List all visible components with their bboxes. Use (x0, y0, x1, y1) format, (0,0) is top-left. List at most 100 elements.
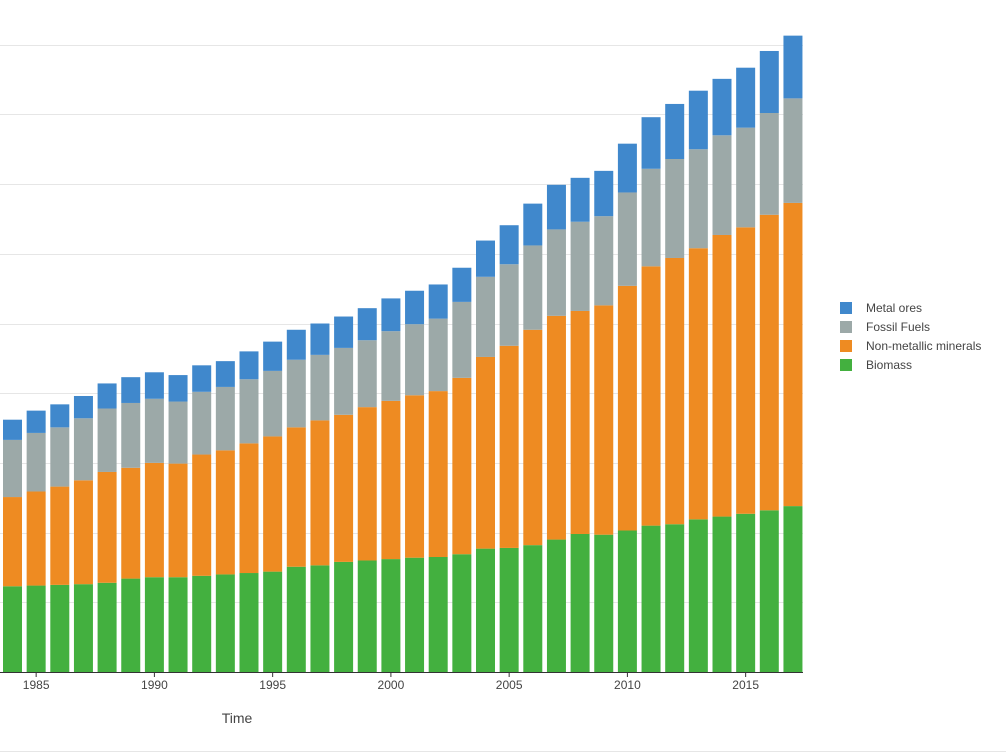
bar-segment-metal-ores (3, 419, 22, 440)
bar-segment-biomass (121, 578, 141, 672)
bar-segment-fossil-fuels (168, 401, 188, 464)
bar-segment-non-metallic-minerals (121, 467, 141, 579)
bar-segment-biomass (3, 586, 22, 672)
legend-swatch (840, 301, 852, 314)
bar-segment-fossil-fuels (688, 149, 708, 249)
bar-segment-non-metallic-minerals (476, 356, 495, 549)
bar-segment-metal-ores (405, 290, 425, 325)
bar-segment-non-metallic-minerals (570, 310, 590, 534)
legend-label: Metal ores (866, 300, 923, 315)
bar-segment-metal-ores (357, 308, 377, 341)
legend-swatch (840, 339, 852, 352)
bar-segment-biomass (263, 571, 283, 672)
bar-segment-metal-ores (215, 361, 235, 387)
legend-item-biomass[interactable]: Biomass (840, 355, 981, 374)
bar-segment-non-metallic-minerals (452, 377, 472, 555)
bar-segment-biomass (168, 577, 188, 672)
bar-segment-metal-ores (783, 35, 803, 99)
bar-segment-fossil-fuels (357, 340, 377, 408)
bar-segment-fossil-fuels (759, 113, 779, 215)
bar-segment-metal-ores (736, 67, 756, 128)
bar-segment-fossil-fuels (617, 192, 637, 286)
x-tick-label: 2005 (496, 678, 523, 692)
bar-segment-fossil-fuels (523, 245, 543, 330)
bar-segment-metal-ores (381, 298, 401, 332)
bar-segment-non-metallic-minerals (499, 345, 519, 548)
bar-segment-fossil-fuels (239, 379, 259, 444)
legend-swatch (840, 320, 852, 333)
x-axis-ticks: 1985 1990 1995 2000 2005 2010 2015 (23, 672, 759, 692)
bar-segment-non-metallic-minerals (50, 486, 70, 585)
bar-segment-fossil-fuels (263, 370, 283, 437)
bar-segment-metal-ores (476, 240, 495, 277)
bar-segment-metal-ores (334, 316, 354, 348)
bar-segment-biomass (688, 519, 708, 672)
bar-segment-metal-ores (546, 184, 566, 230)
bar-segment-fossil-fuels (499, 264, 519, 346)
bar-segment-non-metallic-minerals (286, 427, 306, 567)
bar-segment-fossil-fuels (476, 276, 495, 357)
bar-segment-non-metallic-minerals (73, 480, 93, 585)
legend-swatch (840, 358, 852, 371)
bar-segment-biomass (357, 560, 377, 672)
bar-segment-non-metallic-minerals (617, 285, 637, 531)
bar-segment-biomass (641, 525, 661, 672)
bar-segment-non-metallic-minerals (192, 454, 212, 576)
bar-segment-metal-ores (97, 383, 117, 409)
bar-segment-metal-ores (688, 90, 708, 150)
bar-segment-fossil-fuels (97, 408, 117, 472)
bar-segment-non-metallic-minerals (97, 471, 117, 583)
bar-segment-non-metallic-minerals (168, 463, 188, 578)
bar-segment-fossil-fuels (50, 427, 70, 487)
bar-segment-non-metallic-minerals (3, 497, 22, 587)
x-tick-label: 1990 (141, 678, 168, 692)
legend-label: Fossil Fuels (866, 319, 931, 334)
bar-segment-biomass (712, 516, 732, 672)
legend: Metal ores Fossil Fuels Non-metallic miner… (840, 298, 981, 374)
bar-segment-metal-ores (144, 372, 164, 399)
bar-segment-metal-ores (26, 410, 46, 433)
legend-item-fossil-fuels[interactable]: Fossil Fuels (840, 317, 981, 336)
bar-segment-biomass (594, 534, 614, 672)
bar-segment-fossil-fuels (736, 127, 756, 228)
bar-segment-biomass (381, 559, 401, 672)
bar-segment-non-metallic-minerals (428, 391, 448, 557)
bar-segment-metal-ores (665, 103, 685, 159)
bar-segment-biomass (759, 510, 779, 672)
bar-segment-metal-ores (168, 375, 188, 402)
bar-segment-metal-ores (452, 267, 472, 302)
legend-label: Biomass (866, 357, 913, 372)
bar-segment-fossil-fuels (192, 391, 212, 455)
bar-segment-metal-ores (192, 365, 212, 392)
bar-segment-non-metallic-minerals (665, 257, 685, 525)
bar-segment-fossil-fuels (594, 216, 614, 306)
bar-segment-non-metallic-minerals (759, 214, 779, 511)
bar-segment-biomass (523, 545, 543, 672)
bars (3, 35, 803, 673)
bar-segment-non-metallic-minerals (239, 443, 259, 574)
legend-label: Non-metallic minerals (866, 338, 982, 353)
bar-segment-non-metallic-minerals (405, 395, 425, 558)
bar-segment-fossil-fuels (452, 301, 472, 378)
bar-segment-fossil-fuels (121, 402, 141, 468)
legend-item-metal-ores[interactable]: Metal ores (840, 298, 981, 317)
bar-segment-fossil-fuels (783, 98, 803, 203)
legend-item-non-metallic-minerals[interactable]: Non-metallic minerals (840, 336, 981, 355)
bar-segment-non-metallic-minerals (357, 407, 377, 561)
bar-segment-metal-ores (286, 329, 306, 360)
bar-segment-fossil-fuels (381, 331, 401, 401)
bar-segment-fossil-fuels (310, 354, 330, 421)
bar-segment-metal-ores (73, 395, 93, 419)
bar-segment-metal-ores (712, 78, 732, 136)
bar-segment-non-metallic-minerals (641, 266, 661, 526)
bar-segment-fossil-fuels (334, 347, 354, 415)
bar-segment-fossil-fuels (215, 386, 235, 451)
bar-segment-biomass (665, 524, 685, 672)
bar-segment-metal-ores (310, 323, 330, 355)
bar-segment-non-metallic-minerals (263, 436, 283, 572)
bar-segment-biomass (334, 561, 354, 672)
bar-segment-fossil-fuels (641, 168, 661, 267)
bar-segment-fossil-fuels (73, 418, 93, 481)
bar-segment-metal-ores (499, 225, 519, 265)
